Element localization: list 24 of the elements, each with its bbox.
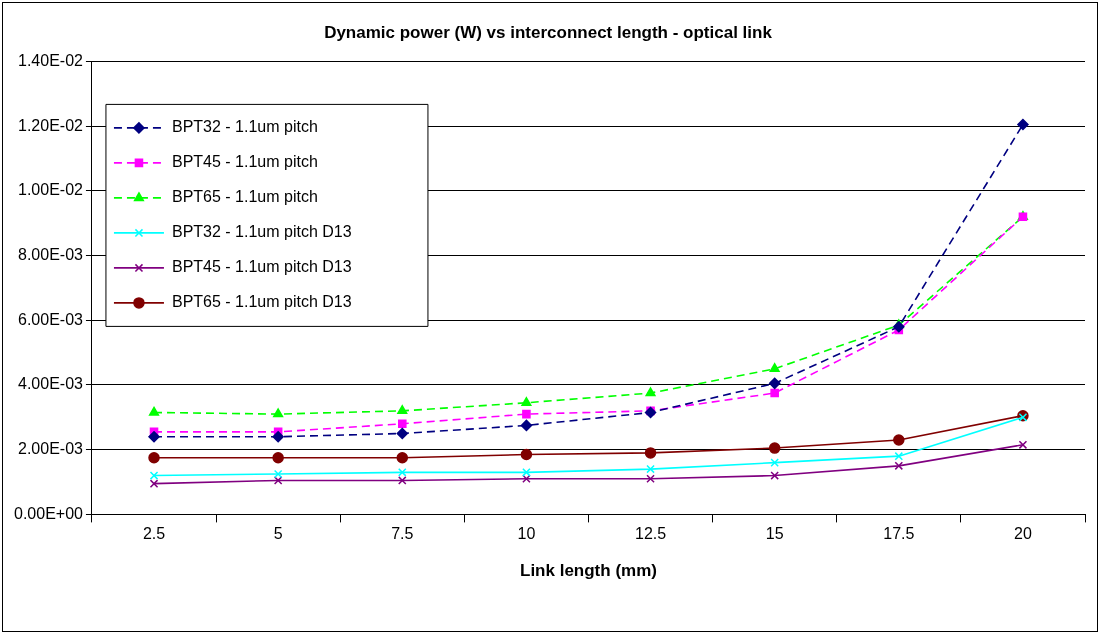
legend-label: BPT65 - 1.1um pitch xyxy=(171,188,318,206)
x-tick-label: 5 xyxy=(273,525,283,543)
y-tick-label: 6.00E-03 xyxy=(18,310,84,328)
legend-label: BPT32 - 1.1um pitch D13 xyxy=(171,223,352,241)
legend-label: BPT32 - 1.1um pitch xyxy=(171,118,318,136)
y-tick-label: 1.00E-02 xyxy=(18,181,84,199)
x-axis-title: Link length (mm) xyxy=(520,561,657,581)
legend-label: BPT45 - 1.1um pitch D13 xyxy=(171,258,352,276)
y-tick-label: 1.40E-02 xyxy=(18,51,84,69)
x-tick-label: 20 xyxy=(1014,525,1032,543)
y-tick-label: 4.00E-03 xyxy=(18,375,84,393)
x-tick-label: 2.5 xyxy=(142,525,166,543)
y-tick-label: 0.00E+00 xyxy=(14,504,84,522)
legend-label: BPT45 - 1.1um pitch xyxy=(171,153,318,171)
y-tick-label: 2.00E-03 xyxy=(18,440,84,458)
x-tick-label: 10 xyxy=(517,525,536,543)
x-tick-label: 15 xyxy=(765,525,784,543)
y-tick-label: 8.00E-03 xyxy=(18,245,84,263)
x-tick-label: 7.5 xyxy=(391,525,414,543)
chart-title: Dynamic power (W) vs interconnect length - optical link xyxy=(324,22,773,42)
legend-label: BPT65 - 1.1um pitch D13 xyxy=(171,293,352,311)
x-tick-label: 17.5 xyxy=(883,525,915,543)
y-tick-label: 1.20E-02 xyxy=(18,116,84,134)
x-tick-label: 12.5 xyxy=(634,525,667,543)
